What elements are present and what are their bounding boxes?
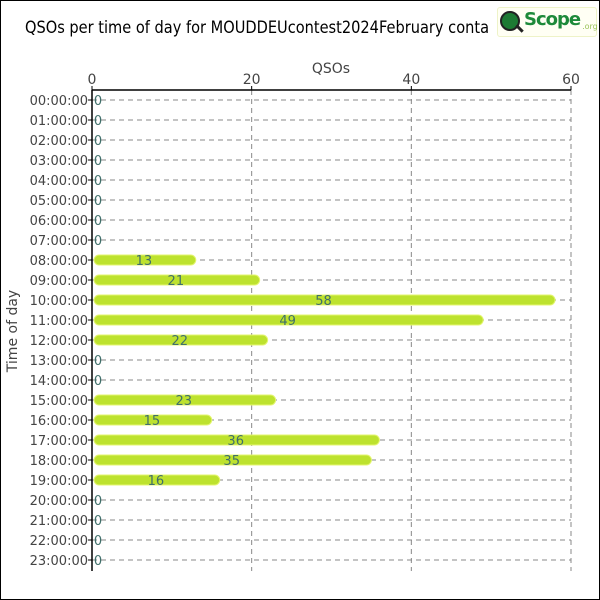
y-tick-label: 03:00:00: [30, 154, 88, 169]
chart-title: QSOs per time of day for MOUDDEUcontest2…: [25, 18, 489, 38]
data-label: 0: [94, 554, 102, 569]
bar: [93, 294, 556, 306]
data-label: 36: [227, 434, 244, 449]
bar: [93, 454, 372, 466]
logo-suffix: .org: [582, 22, 598, 31]
x-tick-label: 60: [562, 72, 580, 88]
y-tick-label: 16:00:00: [30, 414, 88, 429]
data-label: 22: [172, 334, 189, 349]
y-tick-label: 10:00:00: [30, 294, 88, 309]
data-label: 13: [136, 254, 153, 269]
x-tick-label: 20: [243, 72, 261, 88]
y-tick-label: 17:00:00: [30, 434, 88, 449]
bar: [93, 394, 277, 406]
y-tick-label: 14:00:00: [30, 374, 88, 389]
bar: [93, 254, 197, 266]
magnifier-handle: [515, 24, 524, 33]
y-tick-label: 02:00:00: [30, 134, 88, 149]
data-label: 0: [94, 514, 102, 529]
y-tick-label: 04:00:00: [30, 174, 88, 189]
y-tick-label: 20:00:00: [30, 494, 88, 509]
y-tick-label: 08:00:00: [30, 254, 88, 269]
bar: [93, 314, 484, 326]
data-label: 49: [279, 314, 296, 329]
x-tick-label: 40: [402, 72, 420, 88]
x-axis-label: QSOs: [312, 61, 350, 77]
y-tick-label: 18:00:00: [30, 454, 88, 469]
y-tick-label: 15:00:00: [30, 394, 88, 409]
bar: [93, 414, 213, 426]
y-tick-label: 09:00:00: [30, 274, 88, 289]
data-label: 0: [94, 354, 102, 369]
data-label: 0: [94, 94, 102, 109]
data-label: 16: [148, 474, 165, 489]
bar: [93, 334, 269, 346]
magnifier-globe-icon: [500, 11, 520, 31]
data-label: 0: [94, 214, 102, 229]
y-tick-label: 13:00:00: [30, 354, 88, 369]
data-label: 0: [94, 134, 102, 149]
data-label: 0: [94, 174, 102, 189]
y-tick-label: 21:00:00: [30, 514, 88, 529]
data-label: 0: [94, 534, 102, 549]
y-tick-label: 00:00:00: [30, 94, 88, 109]
x-tick-label: 0: [88, 72, 97, 88]
bar: [93, 274, 261, 286]
data-label: 0: [94, 494, 102, 509]
data-label: 0: [94, 154, 102, 169]
data-label: 0: [94, 234, 102, 249]
data-label: 58: [315, 294, 332, 309]
y-tick-label: 12:00:00: [30, 334, 88, 349]
qscope-logo: Scope .org: [497, 7, 598, 37]
y-tick-label: 22:00:00: [30, 534, 88, 549]
logo-text: Scope: [524, 9, 581, 30]
y-axis-label: Time of day: [5, 290, 21, 373]
data-label: 0: [94, 374, 102, 389]
data-label: 15: [144, 414, 161, 429]
y-tick-label: 11:00:00: [30, 314, 88, 329]
bar: [93, 434, 380, 446]
data-label: 23: [176, 394, 193, 409]
data-label: 35: [223, 454, 240, 469]
y-tick-label: 07:00:00: [30, 234, 88, 249]
data-label: 0: [94, 194, 102, 209]
y-tick-label: 01:00:00: [30, 114, 88, 129]
bar: [93, 474, 221, 486]
y-tick-label: 19:00:00: [30, 474, 88, 489]
data-label: 21: [168, 274, 185, 289]
y-tick-label: 23:00:00: [30, 554, 88, 569]
y-tick-label: 06:00:00: [30, 214, 88, 229]
y-tick-label: 05:00:00: [30, 194, 88, 209]
data-label: 0: [94, 114, 102, 129]
